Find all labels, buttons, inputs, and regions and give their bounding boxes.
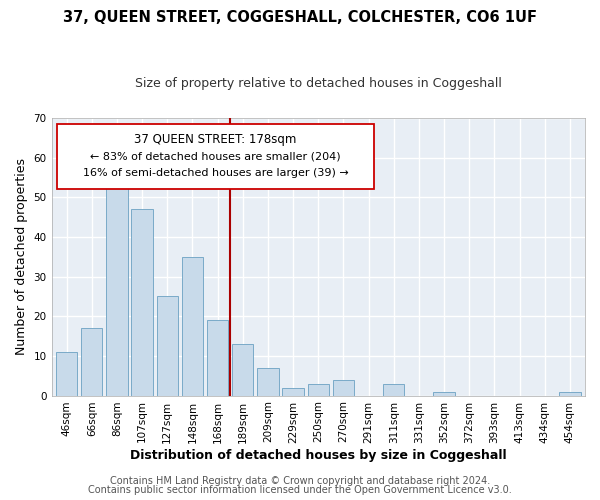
Bar: [131, 209, 153, 396]
Text: 16% of semi-detached houses are larger (39) →: 16% of semi-detached houses are larger (…: [83, 168, 349, 178]
Bar: [81, 328, 103, 396]
Text: Contains HM Land Registry data © Crown copyright and database right 2024.: Contains HM Land Registry data © Crown c…: [110, 476, 490, 486]
X-axis label: Distribution of detached houses by size in Coggeshall: Distribution of detached houses by size …: [130, 450, 506, 462]
Title: Size of property relative to detached houses in Coggeshall: Size of property relative to detached ho…: [135, 78, 502, 90]
Bar: [559, 392, 581, 396]
Text: Contains public sector information licensed under the Open Government Licence v3: Contains public sector information licen…: [88, 485, 512, 495]
Bar: [283, 388, 304, 396]
Bar: [207, 320, 229, 396]
Bar: [56, 352, 77, 396]
Bar: [308, 384, 329, 396]
Bar: [182, 257, 203, 396]
FancyBboxPatch shape: [57, 124, 374, 189]
Bar: [433, 392, 455, 396]
Text: 37 QUEEN STREET: 178sqm: 37 QUEEN STREET: 178sqm: [134, 133, 297, 146]
Bar: [157, 296, 178, 396]
Bar: [106, 170, 128, 396]
Text: ← 83% of detached houses are smaller (204): ← 83% of detached houses are smaller (20…: [90, 151, 341, 161]
Y-axis label: Number of detached properties: Number of detached properties: [15, 158, 28, 356]
Bar: [333, 380, 354, 396]
Text: 37, QUEEN STREET, COGGESHALL, COLCHESTER, CO6 1UF: 37, QUEEN STREET, COGGESHALL, COLCHESTER…: [63, 10, 537, 25]
Bar: [232, 344, 253, 396]
Bar: [257, 368, 278, 396]
Bar: [383, 384, 404, 396]
